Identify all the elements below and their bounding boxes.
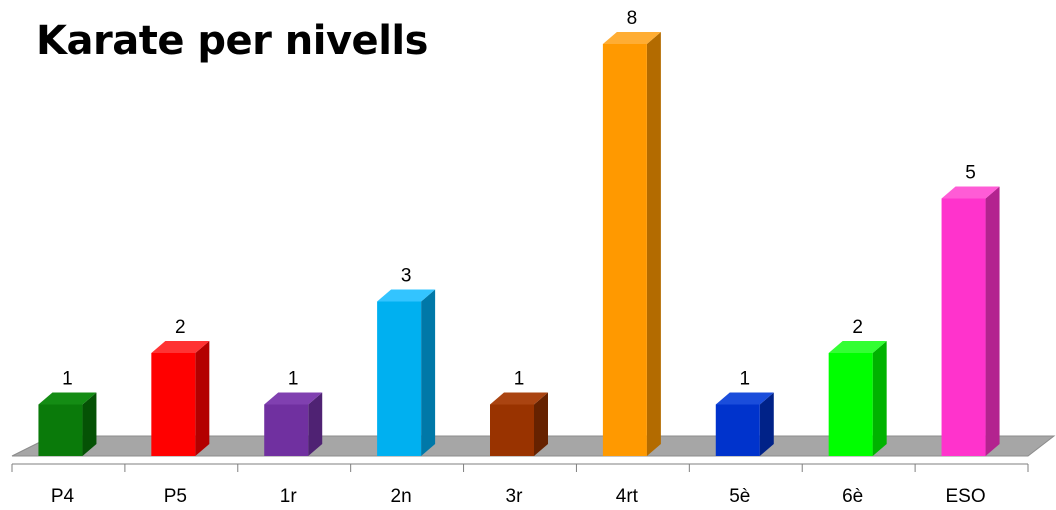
bar-P5 [151, 341, 210, 456]
bar-4rt [602, 32, 661, 456]
bar-front [715, 404, 760, 456]
x-tick-label-1r: 1r [280, 486, 298, 507]
x-tick-label-2n: 2n [391, 486, 412, 507]
bar-side [421, 289, 436, 456]
bar-front [828, 353, 873, 456]
bar-5è [715, 392, 774, 456]
data-label-4rt: 8 [627, 8, 638, 29]
bar-front [38, 404, 83, 456]
bar-front [264, 404, 309, 456]
bar-side [82, 392, 97, 456]
bar-P4 [38, 392, 97, 456]
bar-top [377, 289, 436, 302]
bar-front [151, 353, 196, 456]
bar-side [872, 341, 887, 456]
data-label-6è: 2 [852, 317, 863, 338]
bar-top [490, 392, 548, 405]
bar-side [308, 392, 323, 456]
x-tick-label-3r: 3r [506, 486, 524, 507]
bar-top [715, 392, 774, 405]
x-tick-label-P4: P4 [51, 486, 75, 507]
data-label-2n: 3 [401, 266, 412, 287]
data-label-ESO: 5 [965, 163, 976, 184]
data-label-P5: 2 [175, 317, 186, 338]
bar-top [602, 32, 661, 44]
data-label-P4: 1 [62, 369, 73, 390]
data-label-3r: 1 [514, 369, 525, 390]
bar-top [828, 341, 887, 353]
bar-top [151, 341, 210, 353]
bar-front [602, 44, 647, 456]
bar-front [377, 301, 422, 456]
bar-2n [377, 289, 436, 456]
bar-ESO [941, 186, 1000, 456]
chart-title: Karate per nivells [36, 18, 428, 64]
data-label-5è: 1 [739, 369, 750, 390]
bar-side [985, 186, 1000, 456]
x-tick-label-6è: 6è [842, 486, 863, 507]
bar-side [646, 32, 661, 456]
bar-3r [490, 392, 548, 456]
bar-1r [264, 392, 323, 456]
bar-side [195, 341, 210, 456]
x-tick-label-P5: P5 [164, 486, 187, 507]
bar-top [941, 186, 1000, 199]
bar-side [534, 392, 548, 456]
data-label-1r: 1 [288, 369, 299, 390]
bar-front [490, 404, 534, 456]
bar-side [759, 392, 774, 456]
bar-top [38, 392, 97, 405]
x-tick-label-5è: 5è [729, 486, 750, 507]
bar-top [264, 392, 323, 405]
bar-6è [828, 341, 887, 456]
x-tick-label-4rt: 4rt [616, 486, 639, 507]
x-tick-label-ESO: ESO [945, 486, 985, 507]
bar-front [941, 198, 986, 456]
